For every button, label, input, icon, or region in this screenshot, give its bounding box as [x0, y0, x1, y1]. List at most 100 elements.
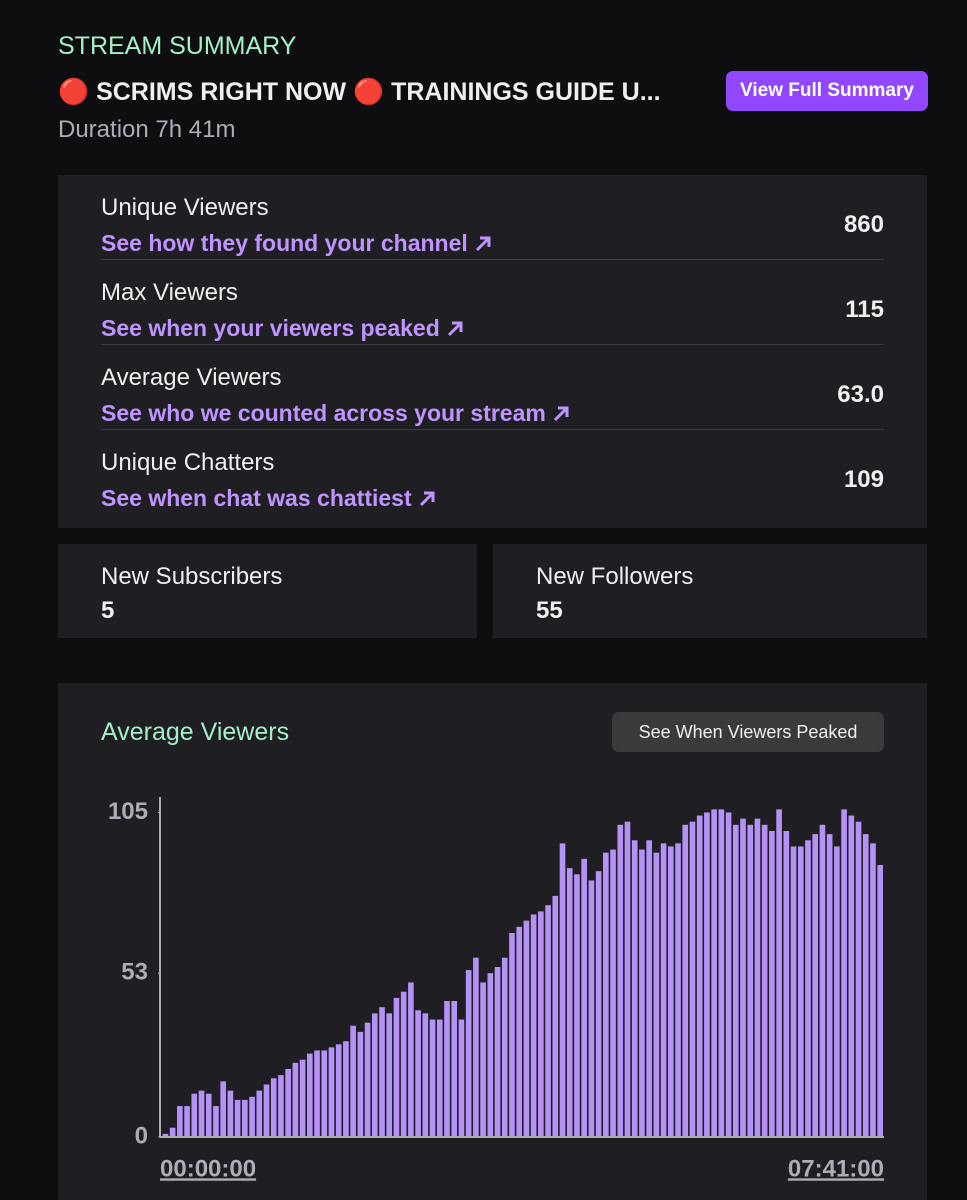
arrow-icon — [419, 491, 435, 506]
bar — [819, 824, 826, 1137]
bar — [783, 831, 790, 1137]
stat-value: 109 — [843, 466, 884, 493]
bar — [191, 1093, 198, 1137]
bar — [538, 911, 544, 1137]
bar — [393, 997, 400, 1137]
bar — [862, 834, 869, 1137]
bar — [877, 865, 883, 1137]
bar — [689, 821, 696, 1137]
view-summary-button[interactable]: View Full Summary — [726, 71, 928, 111]
bar — [307, 1053, 313, 1137]
arrow-icon — [475, 236, 491, 251]
bar — [754, 818, 761, 1137]
arrow — [553, 406, 569, 421]
stat-label: Max Viewers — [101, 279, 238, 306]
stat-label: Unique Viewers — [101, 194, 269, 221]
stat-value: 860 — [843, 211, 884, 238]
bar — [530, 914, 537, 1137]
bar — [220, 1081, 226, 1137]
stat-link[interactable]: See how they found your channel — [101, 230, 468, 256]
bar — [812, 834, 819, 1137]
bar — [205, 1093, 212, 1137]
stream-title: 🔴 SCRIMS RIGHT NOW 🔴 TRAININGS GUIDE U..… — [58, 78, 661, 106]
bar — [328, 1047, 335, 1137]
bar — [350, 1025, 356, 1137]
stat-label: Unique Chatters — [101, 449, 275, 476]
bar — [682, 824, 689, 1137]
stat-link[interactable]: See when chat was chattiest — [101, 485, 412, 511]
bar — [855, 821, 862, 1137]
bar — [603, 852, 609, 1137]
subscribers-card: New Subscribers 5 — [58, 544, 477, 638]
x-tick-label: 07:41:00 — [788, 1155, 884, 1182]
stat-row: Unique Viewers See how they found your ch… — [101, 175, 884, 260]
arrow — [419, 491, 435, 506]
y-tick-label: 105 — [108, 798, 148, 825]
bar — [292, 1062, 299, 1137]
bar — [747, 824, 754, 1137]
stat-link-wrap: See how they found your channel — [101, 230, 492, 257]
card-label: New Followers — [536, 563, 694, 590]
bar — [343, 1041, 349, 1137]
bar — [559, 843, 566, 1137]
bar — [270, 1078, 277, 1137]
stat-link-wrap: See when your viewers peaked — [101, 315, 464, 342]
bar — [451, 1001, 458, 1137]
bar — [769, 831, 775, 1137]
bar — [429, 1019, 436, 1137]
duration: Duration 7h 41m — [58, 116, 236, 143]
stat-row: Average Viewers See who we counted across… — [101, 345, 884, 430]
bar — [473, 957, 479, 1137]
bar — [509, 933, 515, 1137]
bar — [624, 821, 631, 1137]
bar — [415, 1010, 421, 1137]
stat-link[interactable]: See when your viewers peaked — [101, 315, 440, 341]
bar — [299, 1059, 306, 1137]
bar — [400, 991, 407, 1137]
bar — [501, 957, 508, 1137]
bar — [516, 926, 522, 1137]
card-label: New Subscribers — [101, 563, 283, 590]
bar — [668, 846, 674, 1137]
bar — [805, 840, 811, 1137]
stat-value: 63.0 — [837, 381, 884, 408]
bar — [379, 1007, 385, 1137]
stat-link[interactable]: See who we counted across your stream — [101, 400, 546, 426]
peak-button[interactable]: See When Viewers Peaked — [612, 712, 884, 752]
bar — [162, 1133, 169, 1137]
bar — [675, 843, 681, 1137]
x-tick-label: 00:00:00 — [160, 1155, 256, 1182]
bar — [595, 871, 602, 1137]
y-tick-label: 53 — [121, 959, 148, 986]
bar — [704, 812, 710, 1137]
bar — [234, 1099, 241, 1137]
bar — [725, 812, 732, 1137]
bar — [617, 824, 624, 1137]
bar — [711, 809, 717, 1137]
bar — [278, 1075, 284, 1137]
bar — [371, 1013, 378, 1137]
bar — [242, 1099, 248, 1137]
bar — [631, 840, 638, 1137]
bar — [574, 874, 580, 1137]
bar — [732, 824, 739, 1137]
summary-title: STREAM SUMMARY — [58, 32, 297, 60]
stat-row: Unique Chatters See when chat was chattie… — [101, 430, 884, 515]
followers-card: New Followers 55 — [493, 544, 927, 638]
bar — [841, 809, 847, 1137]
bar — [797, 846, 804, 1137]
divider — [101, 429, 884, 430]
y-tick-label: 0 — [135, 1122, 148, 1149]
bar — [364, 1022, 371, 1137]
bar — [653, 852, 660, 1137]
bar — [639, 849, 645, 1137]
stat-link-wrap: See when chat was chattiest — [101, 485, 436, 512]
bar — [834, 846, 840, 1137]
bar — [581, 858, 587, 1137]
bar — [696, 815, 703, 1137]
stat-value: 115 — [845, 296, 884, 323]
bar — [552, 895, 559, 1137]
bar — [588, 880, 595, 1137]
